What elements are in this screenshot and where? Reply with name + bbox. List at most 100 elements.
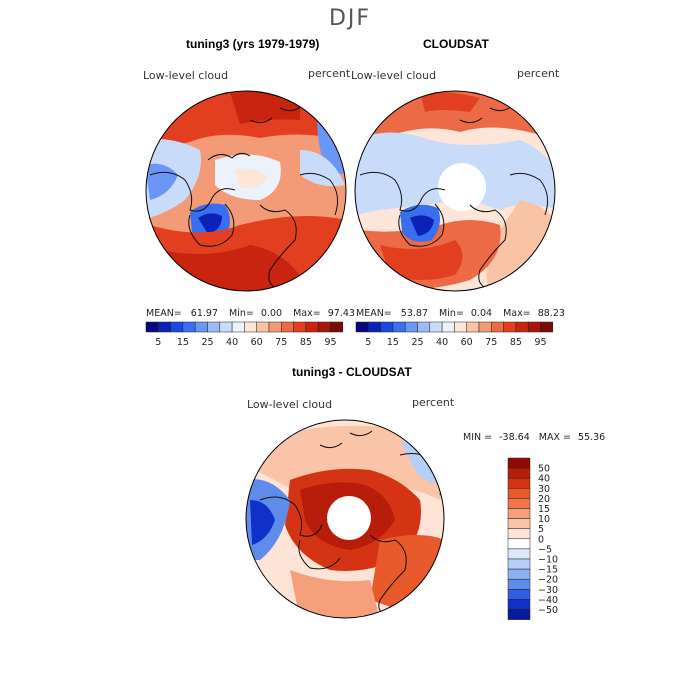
variable-label-model: Low-level cloud <box>143 69 229 82</box>
colorbar-swatch <box>507 498 531 509</box>
colorbar-swatch <box>507 518 531 529</box>
colorbar-tick-label: 40 <box>226 337 238 348</box>
colorbar-tick-label: 40 <box>436 337 448 348</box>
stats-model: MEAN= 61.97 Min= 0.00 Max= 97.43 <box>146 308 355 319</box>
colorbar-swatch <box>507 558 531 570</box>
colorbar-swatch <box>380 321 394 333</box>
map-model-region <box>235 168 268 189</box>
season-title: DJF <box>328 6 372 31</box>
colorbar-tick-label: 15 <box>538 504 550 515</box>
colorbar-swatch <box>507 568 531 580</box>
colorbar-swatch <box>507 609 531 620</box>
max-value: 55.36 <box>578 432 606 443</box>
panel-title-obs: CLOUDSAT <box>423 37 489 51</box>
colorbar-swatch <box>158 321 171 333</box>
colorbar-tick-label: 95 <box>324 337 336 348</box>
min-label: Min= <box>229 308 254 319</box>
units-label-obs: percent <box>517 67 560 80</box>
colorbar-swatch <box>194 321 208 333</box>
colorbar-model: 5 15 25 40 60 75 85 95 <box>145 321 344 348</box>
colorbar-swatch <box>507 488 531 499</box>
colorbar-tick-label: −50 <box>538 605 558 616</box>
colorbar-tick-label: 25 <box>201 337 213 348</box>
colorbar-tick-label: 5 <box>538 524 544 535</box>
colorbar-tick-label: −30 <box>538 585 558 596</box>
colorbar-tick-label: 75 <box>485 337 497 348</box>
mean-value: 53.87 <box>400 308 428 319</box>
colorbar-tick-label: 60 <box>461 337 473 348</box>
mean-label: MEAN= <box>356 308 392 319</box>
map-obs-region <box>380 240 463 280</box>
mean-value: 61.97 <box>190 308 218 319</box>
colorbar-tick-label: 95 <box>534 337 546 348</box>
map-model <box>146 91 346 291</box>
colorbar-tick-label: 5 <box>365 337 371 348</box>
panel-title-diff: tuning3 - CLOUDSAT <box>292 365 412 379</box>
colorbar-swatch <box>268 321 282 333</box>
map-model-region <box>300 150 345 187</box>
colorbar-tick-label: 85 <box>510 337 522 348</box>
colorbar-swatch <box>305 321 319 333</box>
colorbar-swatch <box>317 321 331 333</box>
map-obs-region <box>410 215 434 236</box>
colorbar-tick-label: 20 <box>538 494 550 505</box>
colorbar-swatch <box>330 321 344 333</box>
map-obs-region <box>420 91 480 112</box>
colorbar-swatch <box>368 321 381 333</box>
colorbar-tick-label: 10 <box>538 514 550 525</box>
colorbar-swatch <box>507 589 531 600</box>
colorbar-tick-label: 25 <box>411 337 423 348</box>
colorbar-swatch <box>507 457 531 469</box>
stats-diff: MIN = -38.64 MAX = 55.36 <box>463 432 605 443</box>
colorbar-swatch <box>507 538 531 550</box>
colorbar-swatch <box>441 321 455 333</box>
colorbar-swatch <box>145 321 159 333</box>
colorbar-obs: 5 15 25 40 60 75 85 95 <box>355 321 554 348</box>
colorbar-tick-label: −40 <box>538 595 558 606</box>
colorbar-tick-label: 85 <box>300 337 312 348</box>
max-label: Max= <box>503 308 531 319</box>
colorbar-swatch <box>503 321 517 333</box>
map-obs <box>355 91 555 291</box>
map-diff-missing-pole <box>327 496 371 540</box>
colorbar-swatch <box>507 578 531 590</box>
colorbar-swatch <box>256 321 270 333</box>
colorbar-swatch <box>404 321 418 333</box>
units-label-diff: percent <box>412 396 455 409</box>
map-diff-region <box>250 500 275 545</box>
map-diff-border <box>245 419 445 619</box>
colorbar-tick-label: 15 <box>387 337 399 348</box>
colorbar-tick-label: −5 <box>538 544 552 555</box>
colorbar-swatch <box>507 508 531 519</box>
colorbar-swatch <box>507 599 531 610</box>
colorbar-swatch <box>429 321 443 333</box>
max-value: 97.43 <box>327 308 355 319</box>
map-obs-border <box>354 90 556 292</box>
colorbar-tick-label: −20 <box>538 575 558 586</box>
map-model-coastlines <box>149 105 339 291</box>
colorbar-swatch <box>219 321 233 333</box>
colorbar-swatch <box>355 321 369 333</box>
map-diff-region <box>370 535 444 610</box>
min-value: 0.04 <box>470 308 493 319</box>
colorbar-swatch <box>392 321 406 333</box>
colorbar-swatch <box>507 528 531 540</box>
panel-title-model: tuning3 (yrs 1979-1979) <box>186 37 320 51</box>
colorbar-swatch <box>478 321 492 333</box>
map-model-region <box>198 213 222 234</box>
colorbar-swatch <box>540 321 554 333</box>
colorbar-tick-label: 5 <box>155 337 161 348</box>
min-label: Min= <box>439 308 464 319</box>
colorbar-tick-label: 30 <box>538 484 550 495</box>
variable-label-obs: Low-level cloud <box>351 69 437 82</box>
map-diff <box>246 420 444 618</box>
colorbar-swatch <box>507 467 531 479</box>
colorbar-swatch <box>182 321 196 333</box>
colorbar-swatch <box>515 321 529 333</box>
max-label: MAX = <box>538 432 571 443</box>
min-label: MIN = <box>463 432 493 443</box>
colorbar-tick-label: 75 <box>275 337 287 348</box>
colorbar-tick-label: 40 <box>538 474 550 485</box>
